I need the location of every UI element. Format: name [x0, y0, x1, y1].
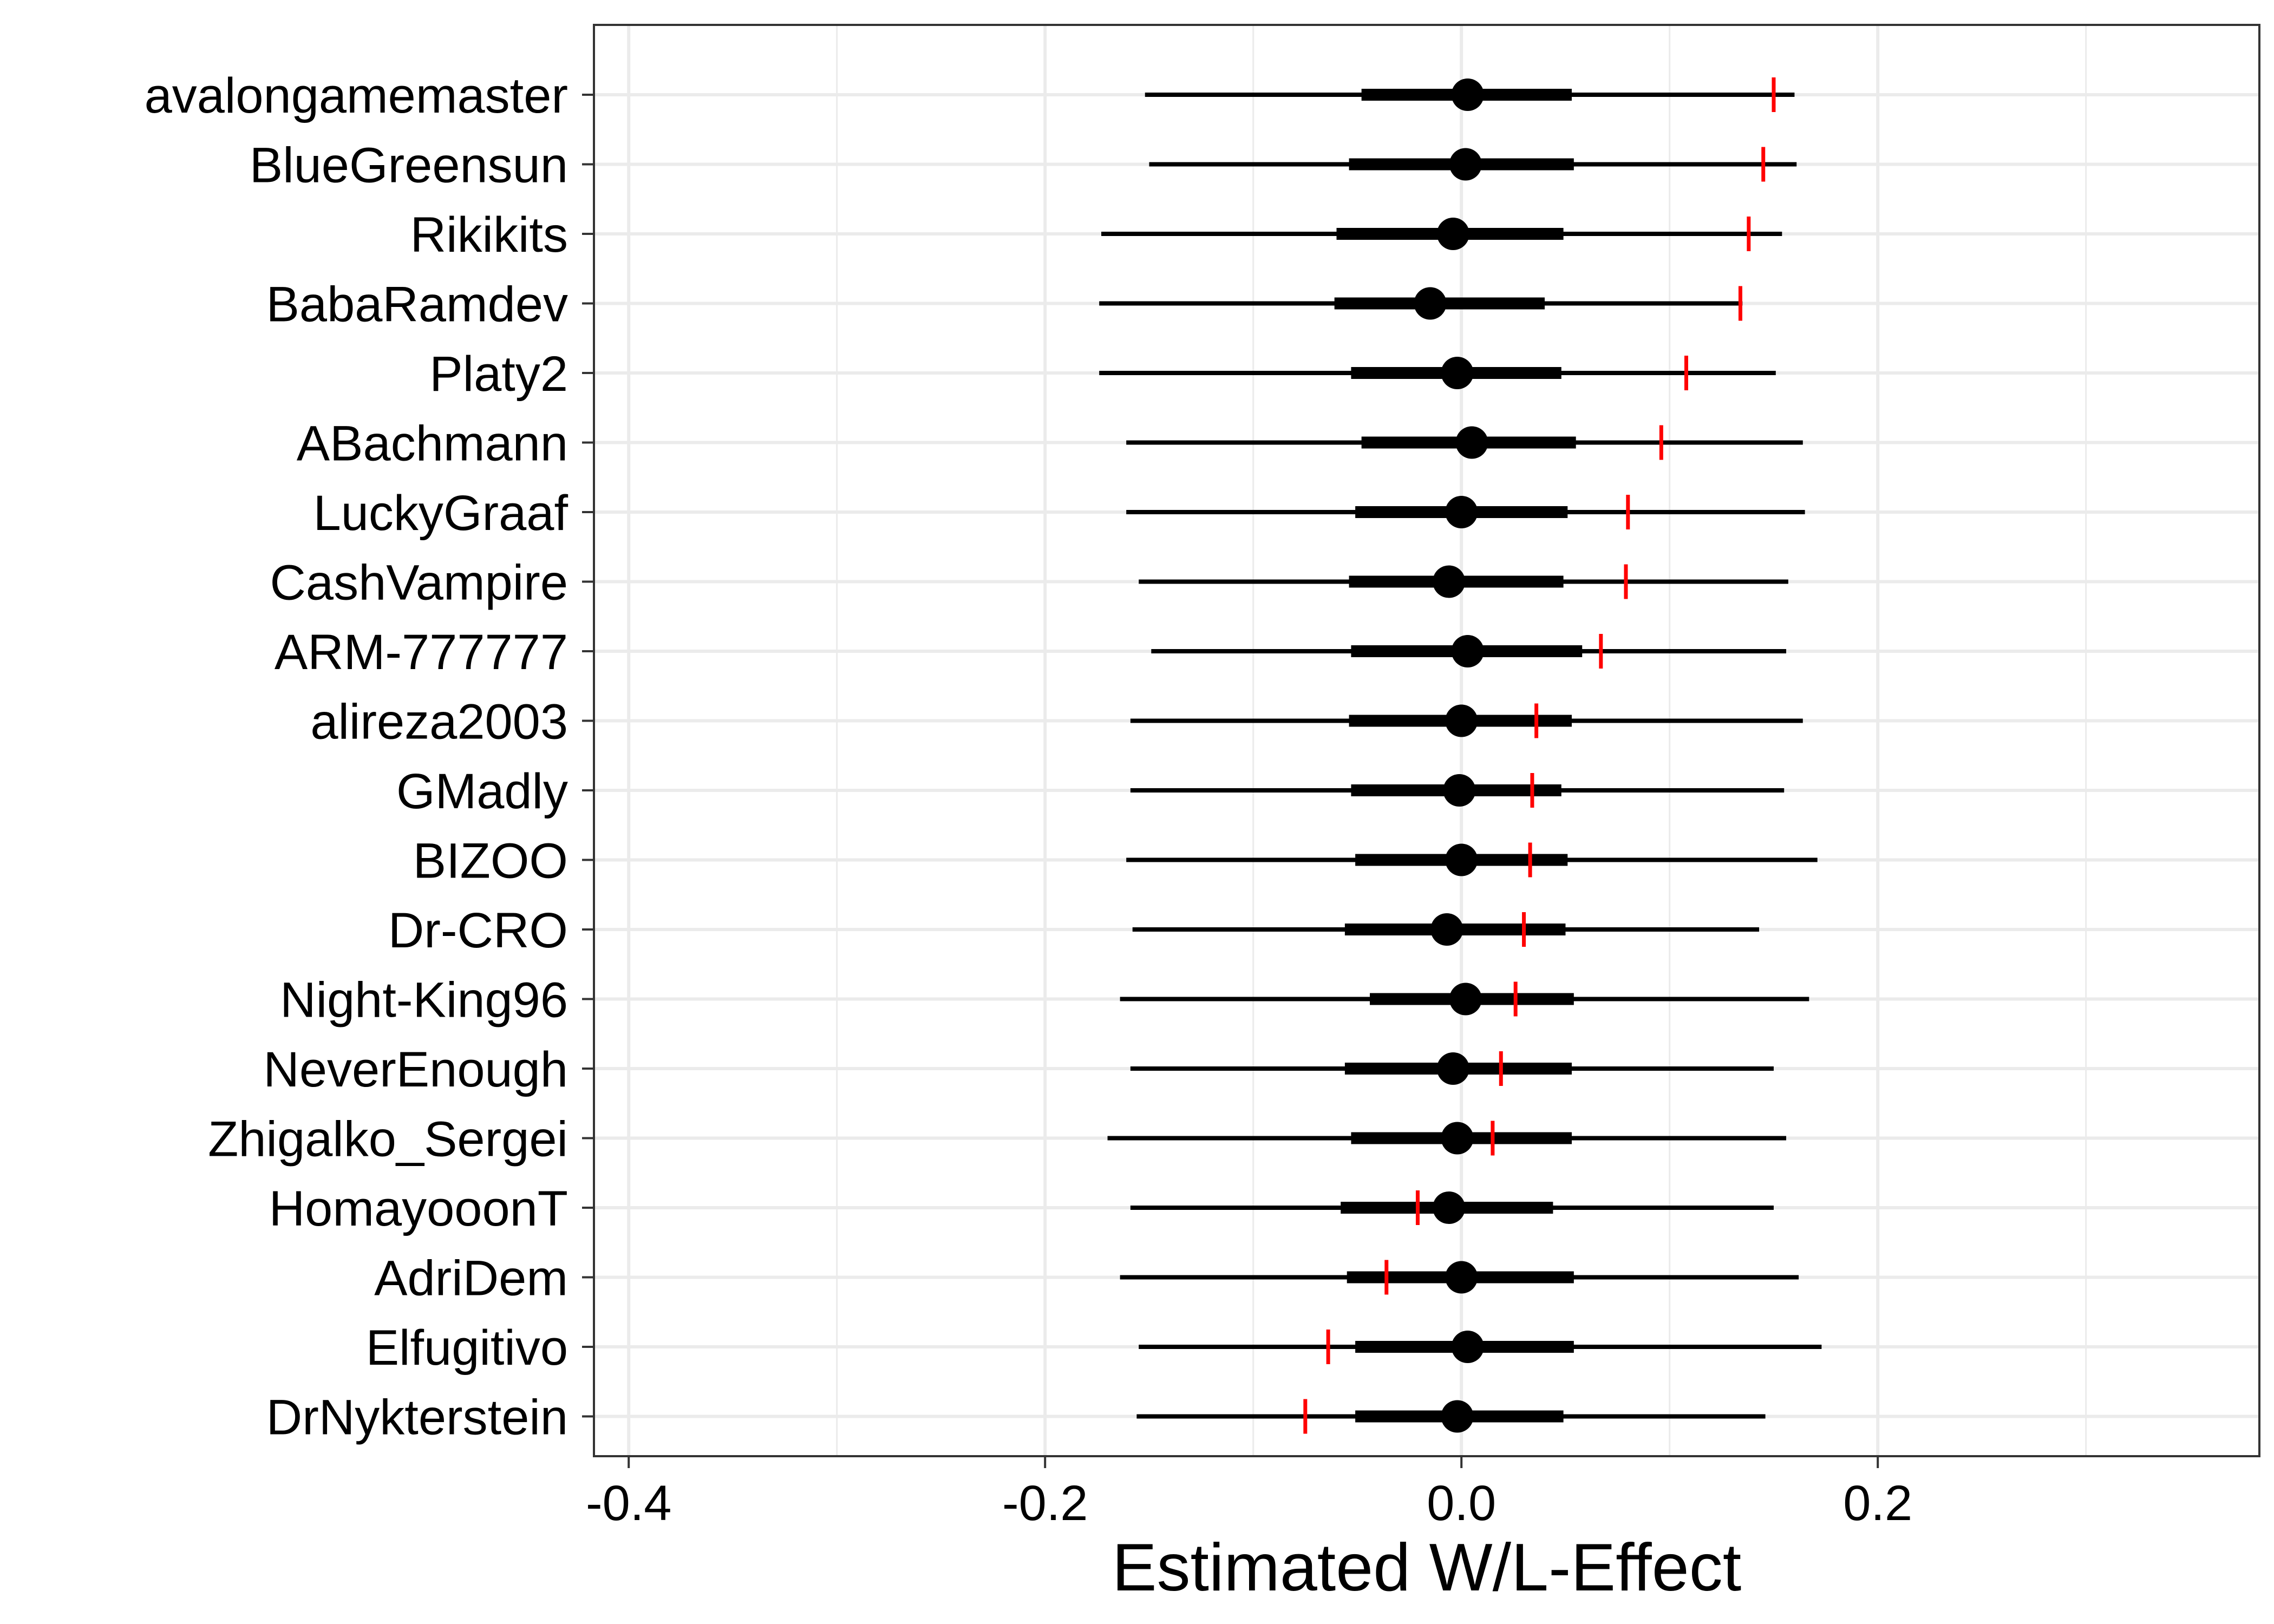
x-tick-label: 0.0	[1427, 1476, 1496, 1531]
y-tick-label: BIZOO	[413, 834, 568, 889]
y-tick-label: Zhigalko_Sergei	[208, 1112, 568, 1167]
estimate-point	[1445, 843, 1478, 876]
y-tick-label: CashVampire	[270, 555, 568, 611]
estimate-point	[1436, 1052, 1469, 1085]
y-tick-label: Dr-CRO	[388, 903, 568, 958]
estimate-point	[1455, 426, 1488, 459]
estimate-point	[1445, 1261, 1478, 1294]
y-tick-label: AdriDem	[374, 1251, 568, 1306]
y-tick-label: Platy2	[429, 346, 568, 402]
estimate-point	[1451, 1331, 1484, 1363]
estimate-point	[1445, 704, 1478, 737]
estimate-point	[1441, 357, 1474, 389]
x-tick-label: -0.2	[1002, 1476, 1088, 1531]
x-tick-label: -0.4	[586, 1476, 672, 1531]
y-tick-label: LuckyGraaf	[313, 486, 568, 541]
axis-layer: -0.4 -0.2 0.0 0.2 avalongamemaster BlueGreens…	[145, 68, 1913, 1531]
y-tick-label: ARM-777777	[275, 625, 568, 680]
y-tick-label: BabaRamdev	[266, 277, 568, 332]
estimate-point	[1449, 983, 1482, 1016]
estimate-point	[1441, 1122, 1474, 1155]
estimate-point	[1433, 565, 1466, 598]
estimate-point	[1445, 496, 1478, 528]
y-tick-label: Elfugitivo	[366, 1320, 568, 1376]
estimate-point	[1441, 1400, 1474, 1433]
panel-border	[593, 24, 2260, 1457]
estimate-point	[1449, 148, 1482, 181]
estimate-point	[1451, 635, 1484, 667]
x-axis-title: Estimated W/L-Effect	[1112, 1530, 1741, 1605]
y-tick-label: alireza2003	[310, 695, 568, 750]
y-tick-label: avalongamemaster	[145, 68, 568, 123]
y-tick-label: GMadly	[396, 764, 568, 819]
y-tick-label: DrNykterstein	[266, 1390, 568, 1445]
data-layer	[1099, 77, 1822, 1434]
x-tick-label: 0.2	[1843, 1476, 1912, 1531]
estimate-point	[1436, 218, 1469, 250]
estimate-point	[1414, 287, 1447, 320]
y-tick-label: NeverEnough	[263, 1042, 568, 1097]
estimate-point	[1451, 78, 1484, 111]
estimate-point	[1443, 774, 1476, 807]
y-tick-label: ABachmann	[297, 416, 568, 472]
estimate-point	[1433, 1191, 1466, 1224]
y-tick-label: Night-King96	[280, 973, 568, 1028]
estimate-point	[1430, 913, 1463, 946]
y-tick-label: Rikikits	[410, 207, 568, 263]
y-tick-label: HomayooonT	[269, 1181, 568, 1236]
y-tick-label: BlueGreensun	[250, 138, 568, 193]
